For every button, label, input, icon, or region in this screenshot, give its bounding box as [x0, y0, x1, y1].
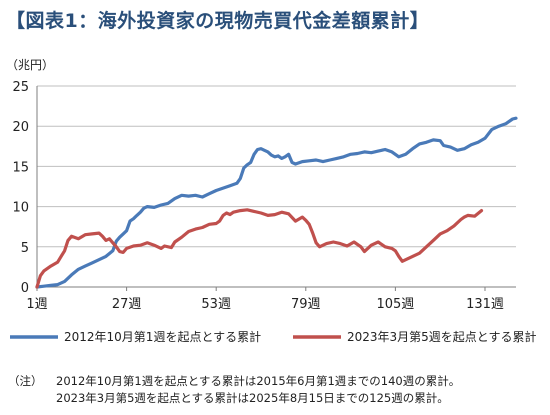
x-axis-ticks: 1週 27週 53週 79週 105週 131週: [26, 287, 504, 312]
y-tick-label: 25: [12, 80, 29, 95]
y-tick-label: 15: [12, 160, 29, 175]
y-axis-unit-label: （兆円）: [6, 58, 54, 72]
y-tick-label: 10: [12, 201, 29, 216]
grid-lines: [37, 85, 516, 248]
y-tick-label: 5: [21, 241, 29, 256]
x-tick-label: 131週: [466, 297, 504, 312]
x-tick-label: 27週: [112, 297, 142, 312]
x-tick-label: 105週: [376, 297, 414, 312]
y-tick-label: 0: [21, 281, 29, 296]
x-tick-label: 1週: [26, 297, 47, 312]
y-tick-label: 20: [12, 120, 29, 135]
footnote-label: （注）: [8, 374, 43, 388]
series-line-1: [35, 116, 518, 289]
footnote-line-2: 2023年3月第5週を起点とする累計は2025年8月15日までの125週の累計。: [56, 391, 449, 405]
footnote-line-1: 2012年10月第1週を起点とする累計は2015年6月第1週までの140週の累計…: [56, 374, 461, 388]
legend-label-2: 2023年3月第5週を起点とする累計: [347, 329, 536, 344]
page-title: 【図表1：海外投資家の現物売買代金差額累計】: [6, 10, 430, 32]
series-line-2: [35, 208, 484, 289]
y-axis-ticks: 0 5 10 15 20 25: [12, 80, 29, 296]
series-lines: [35, 116, 518, 289]
legend: 2012年10月第1週を起点とする累計 2023年3月第5週を起点とする累計: [10, 329, 536, 344]
x-tick-label: 53週: [201, 297, 231, 312]
footnote: （注） 2012年10月第1週を起点とする累計は2015年6月第1週までの140…: [8, 373, 460, 407]
plot-frame: [36, 86, 516, 288]
legend-label-1: 2012年10月第1週を起点とする累計: [64, 329, 261, 344]
x-tick-label: 79週: [291, 297, 321, 312]
